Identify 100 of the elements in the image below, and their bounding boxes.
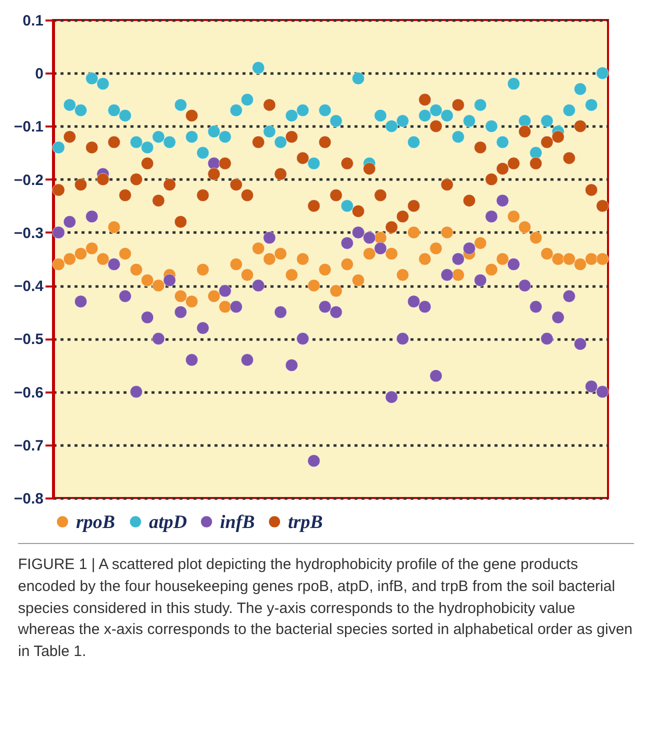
point [263,231,276,244]
point [308,279,320,292]
point [352,274,365,287]
y-tick-label: −0.2 [14,172,44,189]
point [196,189,210,202]
point [363,231,376,244]
point [452,130,464,144]
point [185,295,198,308]
point [385,390,398,404]
point [352,72,365,85]
point [340,236,354,250]
point [530,157,542,170]
point [440,226,454,239]
point [52,184,65,196]
point [474,274,487,287]
point [507,210,520,223]
point [52,226,65,239]
point [407,136,420,148]
point [152,279,165,292]
point [52,141,65,154]
legend-label: atpD [149,512,188,533]
point [562,252,576,266]
point [263,125,276,138]
point [352,226,365,239]
point [518,279,532,292]
point [163,136,176,148]
legend-label: trpB [288,512,323,533]
point [318,263,332,276]
point [218,130,232,144]
point [540,247,554,260]
point [252,136,265,148]
point [230,104,242,117]
point [96,252,110,266]
point [385,220,398,234]
point [285,109,298,122]
point [86,242,98,255]
point [118,290,132,302]
y-tick-label: −0.8 [14,490,44,508]
point [252,242,265,255]
point [118,109,132,122]
point [218,284,232,298]
point [474,98,487,112]
point [374,242,387,255]
point [185,130,198,144]
point [485,120,498,132]
point [240,93,254,106]
point [308,454,320,468]
point [418,93,432,106]
y-tick-label: −0.7 [14,437,44,454]
point [540,114,554,128]
point [86,210,98,223]
point [274,136,287,148]
point [141,274,154,287]
point [86,72,98,85]
point [530,231,542,244]
point [240,189,254,202]
y-tick-label: −0.5 [14,331,44,348]
point [418,252,432,266]
point [208,125,220,138]
point [185,109,198,122]
point [518,220,532,234]
point [318,300,332,314]
point [52,258,65,271]
point [130,136,143,148]
point [407,200,420,212]
point [208,290,220,302]
point [596,386,609,398]
y-tick-label: −0.4 [14,278,44,296]
point [130,386,143,398]
point [63,130,76,144]
point [596,252,609,266]
point [474,236,487,250]
point [396,114,409,128]
point [218,300,232,314]
point [141,311,154,324]
point [385,247,398,260]
point [74,104,88,117]
y-tick-label: −0.1 [14,118,44,136]
point [585,380,598,393]
point [340,200,354,212]
point [585,252,598,266]
point [230,258,242,271]
point [385,120,398,132]
point [296,152,310,164]
point [374,189,387,202]
point [152,194,165,207]
point [430,120,442,132]
point [118,189,132,202]
point [285,358,298,372]
point [263,98,276,112]
point [308,157,320,170]
point [163,274,176,287]
point [574,82,587,96]
point [285,130,298,144]
point [440,268,454,282]
point [274,306,287,318]
point [462,194,476,207]
point [296,252,310,266]
point [130,263,143,276]
point [296,332,310,345]
